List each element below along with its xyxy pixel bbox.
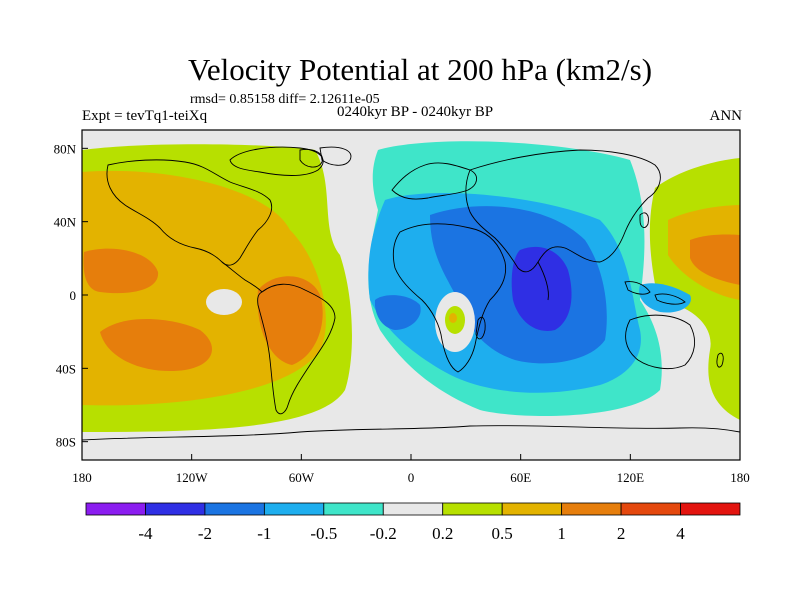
- colorbar: -4 -2 -1 -0.5 -0.2 0.2 0.5 1 2 4: [85, 502, 741, 543]
- colorbar-label: -1: [257, 524, 271, 543]
- colorbar-swatch: [263, 502, 325, 516]
- neutral-hole-pacific: [206, 289, 242, 315]
- colorbar-swatch: [680, 502, 741, 516]
- stats-text: rmsd= 0.85158 diff= 2.12611e-05: [190, 92, 380, 107]
- colorbar-label: 2: [617, 524, 626, 543]
- experiment-label: Expt = tevTq1-teiXq: [82, 108, 208, 124]
- x-axis-ticks: 180 120W 60W 0 60E 120E 180: [72, 454, 750, 485]
- positive-hole-africa-center: [449, 313, 457, 323]
- x-tick-label: 60E: [510, 470, 531, 485]
- x-tick-label: 0: [408, 470, 415, 485]
- negative-region-max: [511, 246, 572, 331]
- season-label: ANN: [709, 108, 743, 124]
- colorbar-swatch: [382, 502, 444, 516]
- x-tick-label: 180: [730, 470, 750, 485]
- y-tick-label: 80S: [56, 435, 76, 450]
- negative-region-high-atlantic: [374, 295, 421, 330]
- positive-region-east-high: [690, 234, 740, 285]
- positive-region-high-west: [83, 248, 159, 294]
- x-tick-label: 120E: [617, 470, 645, 485]
- colorbar-label: -0.2: [370, 524, 397, 543]
- x-tick-label: 180: [72, 470, 92, 485]
- colorbar-label: -0.5: [310, 524, 337, 543]
- colorbar-swatch: [204, 502, 265, 516]
- colorbar-label: 1: [557, 524, 566, 543]
- y-tick-label: 40N: [54, 215, 77, 230]
- y-axis-ticks: 80N 40N 0 40S 80S: [54, 141, 88, 450]
- x-tick-label: 60W: [289, 470, 315, 485]
- colorbar-label: 0.2: [432, 524, 453, 543]
- y-tick-label: 0: [70, 288, 77, 303]
- y-tick-label: 80N: [54, 141, 77, 156]
- positive-region-high-samerica: [257, 276, 323, 365]
- colorbar-swatch: [323, 502, 384, 516]
- colorbar-label: -2: [198, 524, 212, 543]
- colorbar-swatch: [85, 502, 146, 516]
- colorbar-swatch: [145, 502, 206, 516]
- colorbar-swatch: [442, 502, 503, 516]
- colorbar-swatch: [501, 502, 563, 516]
- colorbar-label: 0.5: [492, 524, 513, 543]
- positive-region-high-south: [100, 318, 212, 372]
- colorbar-label: -4: [138, 524, 153, 543]
- x-tick-label: 120W: [176, 470, 209, 485]
- coastlines: [82, 146, 740, 441]
- colorbar-label: 4: [676, 524, 685, 543]
- contour-fields: [82, 130, 740, 460]
- colorbar-swatch: [561, 502, 622, 516]
- negative-region-maritime: [639, 283, 691, 313]
- colorbar-swatch: [620, 502, 681, 516]
- y-tick-label: 40S: [56, 361, 76, 376]
- page-title: Velocity Potential at 200 hPa (km2/s): [187, 52, 653, 87]
- period-label: 0240kyr BP - 0240kyr BP: [336, 104, 494, 120]
